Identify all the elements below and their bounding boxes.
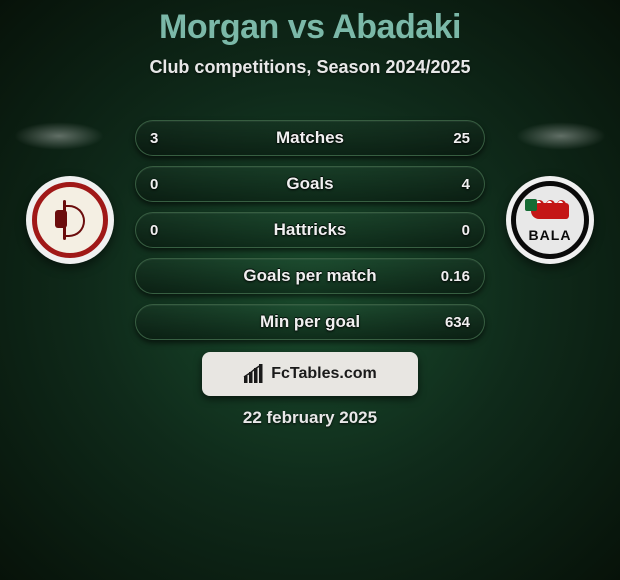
archer-icon bbox=[32, 182, 108, 258]
date-text: 22 february 2025 bbox=[0, 408, 620, 428]
stat-left-value: 0 bbox=[150, 176, 158, 193]
stat-left-value: 0 bbox=[150, 222, 158, 239]
stat-left-value: 3 bbox=[150, 130, 158, 147]
stat-row-min-per-goal: Min per goal 634 bbox=[135, 304, 485, 340]
subtitle: Club competitions, Season 2024/2025 bbox=[0, 57, 620, 78]
brand-text: FcTables.com bbox=[271, 365, 377, 383]
stat-right-value: 0.16 bbox=[441, 268, 470, 285]
comparison-card: Morgan vs Abadaki Club competitions, Sea… bbox=[0, 0, 620, 580]
stat-row-hattricks: 0 Hattricks 0 bbox=[135, 212, 485, 248]
stat-row-matches: 3 Matches 25 bbox=[135, 120, 485, 156]
stat-right-value: 0 bbox=[462, 222, 470, 239]
stat-label: Matches bbox=[136, 128, 484, 148]
stat-row-goals-per-match: Goals per match 0.16 bbox=[135, 258, 485, 294]
stat-right-value: 25 bbox=[453, 130, 470, 147]
stat-label: Hattricks bbox=[136, 220, 484, 240]
right-logo-shadow bbox=[516, 122, 606, 150]
stat-label: Min per goal bbox=[136, 312, 484, 332]
stat-label: Goals per match bbox=[136, 266, 484, 286]
stats-table: 3 Matches 25 0 Goals 4 0 Hattricks 0 Goa… bbox=[135, 120, 485, 350]
left-team-badge bbox=[26, 176, 114, 264]
stat-right-value: 634 bbox=[445, 314, 470, 331]
stat-label: Goals bbox=[136, 174, 484, 194]
left-logo-shadow bbox=[14, 122, 104, 150]
right-team-badge: BALA bbox=[506, 176, 594, 264]
brand-card[interactable]: FcTables.com bbox=[202, 352, 418, 396]
stat-right-value: 4 bbox=[462, 176, 470, 193]
right-badge-text: BALA bbox=[529, 227, 572, 243]
bar-chart-icon bbox=[243, 364, 265, 384]
stat-row-goals: 0 Goals 4 bbox=[135, 166, 485, 202]
page-title: Morgan vs Abadaki bbox=[0, 0, 620, 47]
dragon-icon bbox=[525, 197, 575, 225]
